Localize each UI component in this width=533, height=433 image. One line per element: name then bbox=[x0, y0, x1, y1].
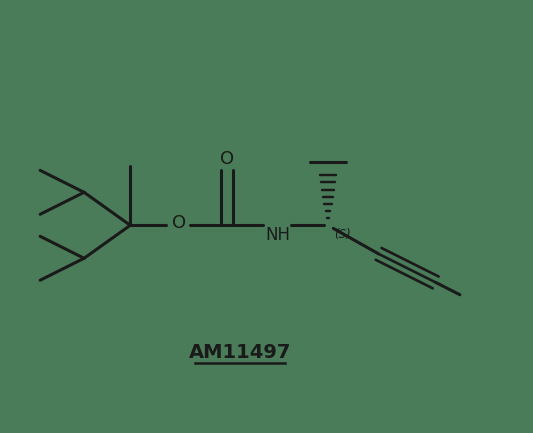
Text: O: O bbox=[220, 150, 234, 168]
Text: (S): (S) bbox=[334, 228, 351, 241]
Text: AM11497: AM11497 bbox=[189, 343, 292, 362]
Text: NH: NH bbox=[265, 226, 290, 244]
Text: O: O bbox=[172, 214, 185, 232]
